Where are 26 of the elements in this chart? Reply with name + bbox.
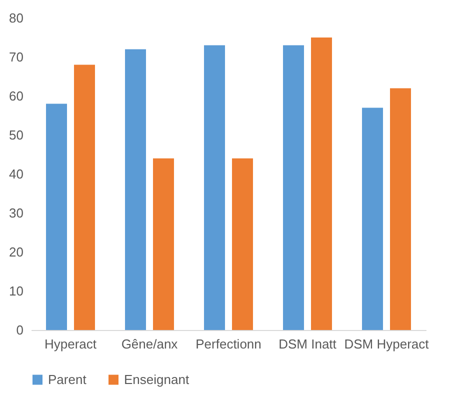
y-tick-label: 30 bbox=[9, 206, 24, 220]
x-tick-label: Perfectionn bbox=[196, 336, 262, 352]
bar bbox=[204, 45, 225, 330]
y-tick-label: 50 bbox=[9, 128, 24, 142]
bar bbox=[283, 45, 304, 330]
bar bbox=[46, 104, 67, 330]
bar bbox=[390, 88, 411, 330]
y-tick-label: 40 bbox=[9, 166, 24, 182]
y-tick-label: 20 bbox=[9, 244, 24, 260]
y-tick-label: 70 bbox=[9, 50, 24, 64]
bar bbox=[362, 108, 383, 330]
legend-label: Enseignant bbox=[124, 372, 190, 387]
bar bbox=[232, 158, 253, 330]
x-tick-label: Hyperact bbox=[44, 336, 97, 352]
bar bbox=[153, 158, 174, 330]
y-tick-label: 0 bbox=[16, 322, 24, 338]
y-tick-label: 60 bbox=[9, 88, 24, 104]
x-tick-label: DSM Hyperact bbox=[344, 336, 430, 352]
x-tick-label: Gêne/anx bbox=[121, 336, 178, 352]
y-tick-label: 80 bbox=[9, 10, 24, 26]
x-tick-label: DSM Inatt bbox=[278, 336, 337, 352]
bar bbox=[125, 49, 146, 330]
y-tick-label: 10 bbox=[9, 284, 24, 298]
bar bbox=[311, 38, 332, 330]
bar bbox=[74, 64, 95, 330]
legend-label: Parent bbox=[48, 372, 87, 387]
